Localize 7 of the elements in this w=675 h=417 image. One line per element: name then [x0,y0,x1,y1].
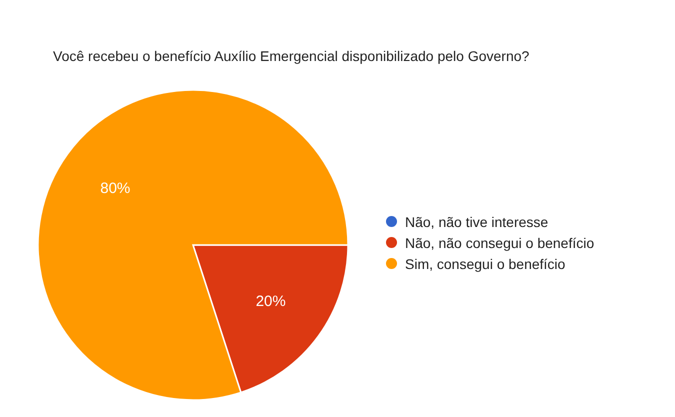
data-label: 20% [256,292,286,310]
legend-label: Não, não consegui o benefício [405,234,594,250]
data-label: 80% [100,180,130,198]
chart-title: Você recebeu o benefício Auxílio Emergencial disponibilizado pelo Governo? [53,48,530,64]
legend-label: Sim, consegui o benefício [405,256,566,272]
pie-slice [37,89,349,401]
legend-label: Não, não tive interesse [405,214,548,230]
